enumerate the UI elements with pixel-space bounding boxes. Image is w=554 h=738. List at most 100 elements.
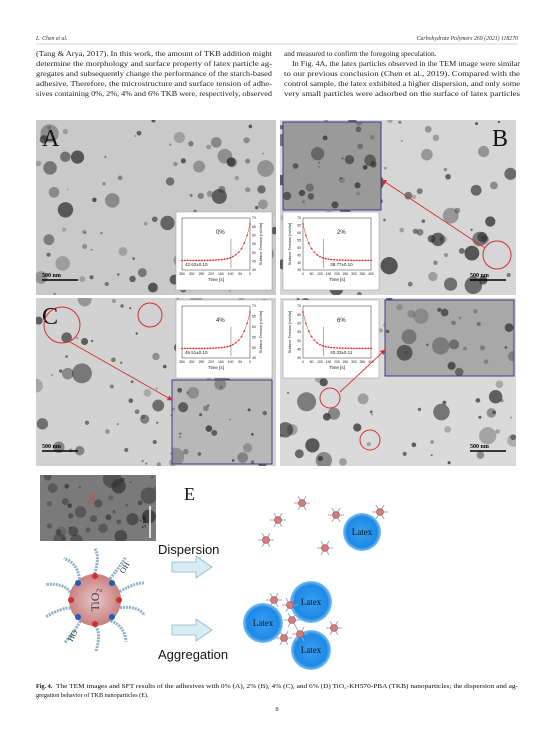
body-line: (Tang & Arya, 2017). In this work, the a… bbox=[36, 49, 273, 58]
tem-image bbox=[172, 380, 272, 464]
particle bbox=[134, 134, 137, 137]
particle bbox=[89, 275, 94, 280]
particle bbox=[492, 410, 496, 415]
particle bbox=[463, 346, 467, 351]
particle bbox=[344, 154, 355, 165]
tio2-core bbox=[69, 574, 121, 626]
particle bbox=[74, 506, 87, 518]
particle bbox=[237, 452, 249, 463]
particle bbox=[169, 143, 172, 146]
inset-plot bbox=[302, 217, 372, 271]
particle bbox=[172, 447, 185, 464]
particle bbox=[448, 339, 460, 350]
particle bbox=[297, 392, 317, 412]
panel-label: C bbox=[42, 304, 58, 330]
inset-x-tick: 0 bbox=[249, 272, 251, 276]
particle bbox=[118, 246, 128, 256]
particle bbox=[443, 252, 449, 258]
particle bbox=[71, 363, 92, 384]
particle bbox=[447, 361, 456, 370]
particle bbox=[90, 248, 93, 251]
particle bbox=[510, 434, 516, 441]
particle bbox=[231, 459, 235, 462]
particle bbox=[74, 446, 85, 456]
inset-frame bbox=[282, 211, 380, 291]
particle bbox=[454, 207, 461, 214]
particle bbox=[247, 408, 251, 412]
particle bbox=[242, 443, 253, 453]
particle bbox=[317, 455, 324, 462]
particle bbox=[220, 386, 223, 389]
inset-x-tick: 350 bbox=[179, 360, 185, 364]
particle bbox=[130, 380, 134, 384]
particle bbox=[478, 415, 482, 419]
particle bbox=[305, 183, 314, 192]
inset-x-tick: 250 bbox=[199, 360, 205, 364]
tem-image bbox=[40, 475, 156, 541]
anchor bbox=[75, 613, 82, 620]
particle bbox=[416, 228, 424, 236]
inset-y-tick: 45 bbox=[252, 260, 256, 264]
caption-line: The TEM images and SFT results of the ad… bbox=[56, 683, 518, 690]
particle bbox=[206, 144, 212, 150]
particle bbox=[430, 454, 433, 457]
particle bbox=[75, 336, 79, 340]
particle bbox=[100, 232, 103, 235]
particle bbox=[507, 434, 516, 447]
particle bbox=[197, 452, 202, 456]
mini-tio2 bbox=[296, 630, 304, 638]
inset-result: 40.33±0.11 bbox=[330, 350, 353, 355]
particle bbox=[327, 407, 341, 420]
particle bbox=[126, 513, 139, 526]
particle bbox=[341, 157, 344, 160]
particle bbox=[424, 125, 432, 133]
particle bbox=[442, 207, 459, 224]
ligand-chain bbox=[119, 605, 146, 617]
inset-y-tick: 60 bbox=[297, 322, 301, 326]
inset-x-label: Time [s] bbox=[208, 277, 224, 282]
inset-series-label: 4% bbox=[216, 318, 225, 324]
particle bbox=[400, 139, 403, 142]
mini-tio2 bbox=[270, 596, 278, 604]
particle bbox=[132, 257, 135, 260]
particle bbox=[451, 320, 456, 326]
particle bbox=[77, 298, 92, 307]
inset-curve bbox=[302, 311, 371, 349]
particle bbox=[430, 440, 434, 444]
inset-x-label: Time [s] bbox=[329, 277, 345, 282]
inset-x-tick: 100 bbox=[228, 360, 234, 364]
inset-plot bbox=[181, 217, 251, 271]
particle bbox=[228, 418, 232, 421]
inset-y-tick: 60 bbox=[252, 234, 256, 238]
particle bbox=[292, 162, 299, 169]
particle bbox=[387, 120, 393, 123]
particle bbox=[504, 323, 514, 332]
particle bbox=[128, 398, 134, 403]
particle bbox=[156, 421, 159, 424]
particle bbox=[338, 176, 345, 184]
particle bbox=[280, 422, 294, 438]
particle bbox=[36, 378, 43, 393]
mini-tio2 bbox=[274, 516, 282, 524]
inset-x-tick: 150 bbox=[218, 360, 224, 364]
particle bbox=[447, 461, 451, 465]
particle bbox=[50, 373, 54, 377]
inset-plot bbox=[181, 305, 251, 359]
particle bbox=[477, 322, 482, 327]
process-arrow bbox=[171, 555, 213, 579]
zoom-frame bbox=[282, 121, 382, 211]
body-line: determine the morphology and surface pro… bbox=[36, 59, 273, 68]
particle bbox=[60, 151, 71, 163]
particle bbox=[173, 161, 178, 167]
tem-image bbox=[385, 300, 514, 376]
particle bbox=[310, 147, 325, 161]
particle bbox=[116, 423, 119, 426]
particle bbox=[385, 329, 390, 334]
particle bbox=[108, 495, 114, 501]
inset-x-tick: 150 bbox=[218, 272, 224, 276]
zoom-frame bbox=[384, 299, 515, 377]
particle bbox=[485, 216, 496, 227]
body-line: to our previous conclusion (Chen et al.,… bbox=[284, 69, 521, 78]
particle bbox=[177, 387, 183, 393]
particle bbox=[357, 393, 369, 405]
